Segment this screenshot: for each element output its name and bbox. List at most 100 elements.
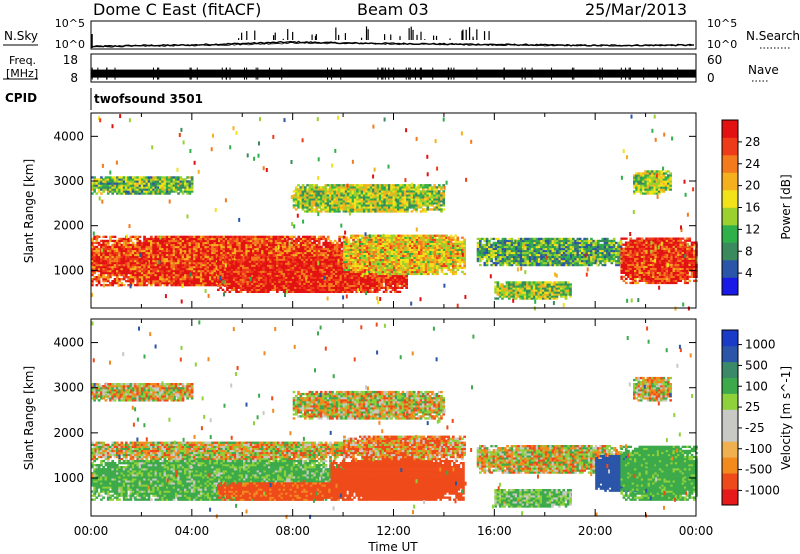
- power-cell: [255, 278, 259, 281]
- power-cell: [202, 239, 205, 243]
- power-cell: [302, 245, 305, 249]
- power-cell: [427, 234, 430, 237]
- power-cell: [102, 278, 105, 281]
- power-cell: [91, 273, 94, 277]
- power-cell: [307, 284, 311, 288]
- power-cell: [170, 257, 174, 261]
- power-cell: [204, 267, 208, 271]
- power-cell: [127, 269, 130, 273]
- power-cell: [226, 268, 229, 271]
- power-cell: [190, 239, 194, 243]
- power-cell: [335, 282, 338, 286]
- power-cell: [125, 247, 128, 251]
- power-cell: [125, 265, 128, 269]
- power-cell: [298, 260, 302, 263]
- power-cell: [100, 239, 103, 243]
- power-cell: [249, 247, 253, 251]
- power-cell: [102, 257, 105, 261]
- power-cell: [113, 251, 117, 255]
- power-cell: [344, 290, 347, 294]
- power-cell: [364, 278, 368, 281]
- power-cell: [181, 259, 185, 263]
- power-cell: [404, 250, 407, 254]
- power-cell: [285, 258, 288, 261]
- power-cell: [354, 254, 358, 258]
- power-cell: [177, 282, 180, 285]
- power-cell: [152, 271, 155, 275]
- power-cell: [252, 237, 255, 241]
- power-cell: [91, 261, 94, 265]
- nave-label: Nave: [748, 63, 779, 77]
- power-cell: [393, 244, 396, 248]
- power-cell: [226, 286, 229, 290]
- power-cell: [307, 258, 311, 261]
- power-cell: [116, 239, 119, 243]
- power-cell: [283, 245, 287, 249]
- power-cell: [374, 242, 378, 246]
- power-cell: [220, 243, 223, 247]
- power-cell: [404, 258, 407, 262]
- power-cell: [226, 272, 229, 275]
- power-cell: [213, 259, 217, 263]
- power-cell: [223, 276, 227, 279]
- power-cell: [343, 254, 346, 258]
- power-cell: [116, 245, 119, 249]
- power-cell: [136, 239, 140, 243]
- power-cell: [154, 237, 158, 241]
- power-cell: [140, 259, 144, 263]
- power-cell: [213, 249, 217, 253]
- power-cell: [427, 250, 430, 254]
- power-cell: [231, 245, 235, 249]
- power-cell: [213, 243, 217, 247]
- power-cell: [177, 249, 180, 253]
- power-cell: [433, 270, 437, 274]
- power-cell: [299, 241, 303, 245]
- power-cell: [348, 284, 352, 288]
- power-cell: [253, 282, 256, 286]
- power-cell: [429, 246, 432, 250]
- power-cell: [368, 242, 371, 246]
- power-cell: [415, 252, 419, 256]
- power-cell: [120, 273, 124, 277]
- power-cell: [218, 253, 221, 257]
- power-cell: [116, 280, 119, 283]
- power-cell: [325, 276, 329, 279]
- power-cell: [154, 280, 158, 283]
- power-cell: [269, 276, 272, 279]
- power-cell: [120, 243, 124, 247]
- power-cell: [312, 276, 315, 279]
- power-cell: [325, 258, 329, 261]
- power-cell: [161, 282, 164, 285]
- power-cell: [163, 269, 167, 273]
- power-cell: [265, 249, 269, 253]
- power-cell: [404, 254, 407, 258]
- power-cell: [150, 284, 153, 287]
- power-cell: [154, 269, 158, 273]
- power-cell: [165, 278, 169, 281]
- power-cell: [292, 251, 296, 255]
- power-cell: [127, 265, 130, 269]
- power-cell: [168, 241, 171, 245]
- power-cell: [172, 251, 176, 255]
- power-cell: [436, 256, 439, 260]
- power-cell: [219, 262, 222, 265]
- power-cell: [271, 270, 275, 273]
- power-cell: [380, 282, 384, 286]
- power-cell: [106, 249, 110, 253]
- power-cell: [422, 272, 426, 276]
- power-cell: [281, 249, 285, 253]
- power-cell: [363, 272, 367, 276]
- power-cell: [184, 253, 187, 257]
- power-cell: [213, 241, 217, 245]
- power-cell: [264, 258, 268, 261]
- power-cell: [337, 270, 340, 273]
- power-cell: [229, 241, 233, 245]
- noise-panel: N.Sky 10^5 10^0 N.Search 10^5 10^0: [3, 17, 800, 51]
- power-cell: [165, 259, 169, 263]
- power-cell: [202, 255, 205, 259]
- power-cell: [277, 241, 280, 245]
- power-cell: [91, 245, 94, 249]
- power-cell: [338, 249, 341, 253]
- power-cell: [152, 259, 155, 263]
- power-cell: [122, 276, 126, 279]
